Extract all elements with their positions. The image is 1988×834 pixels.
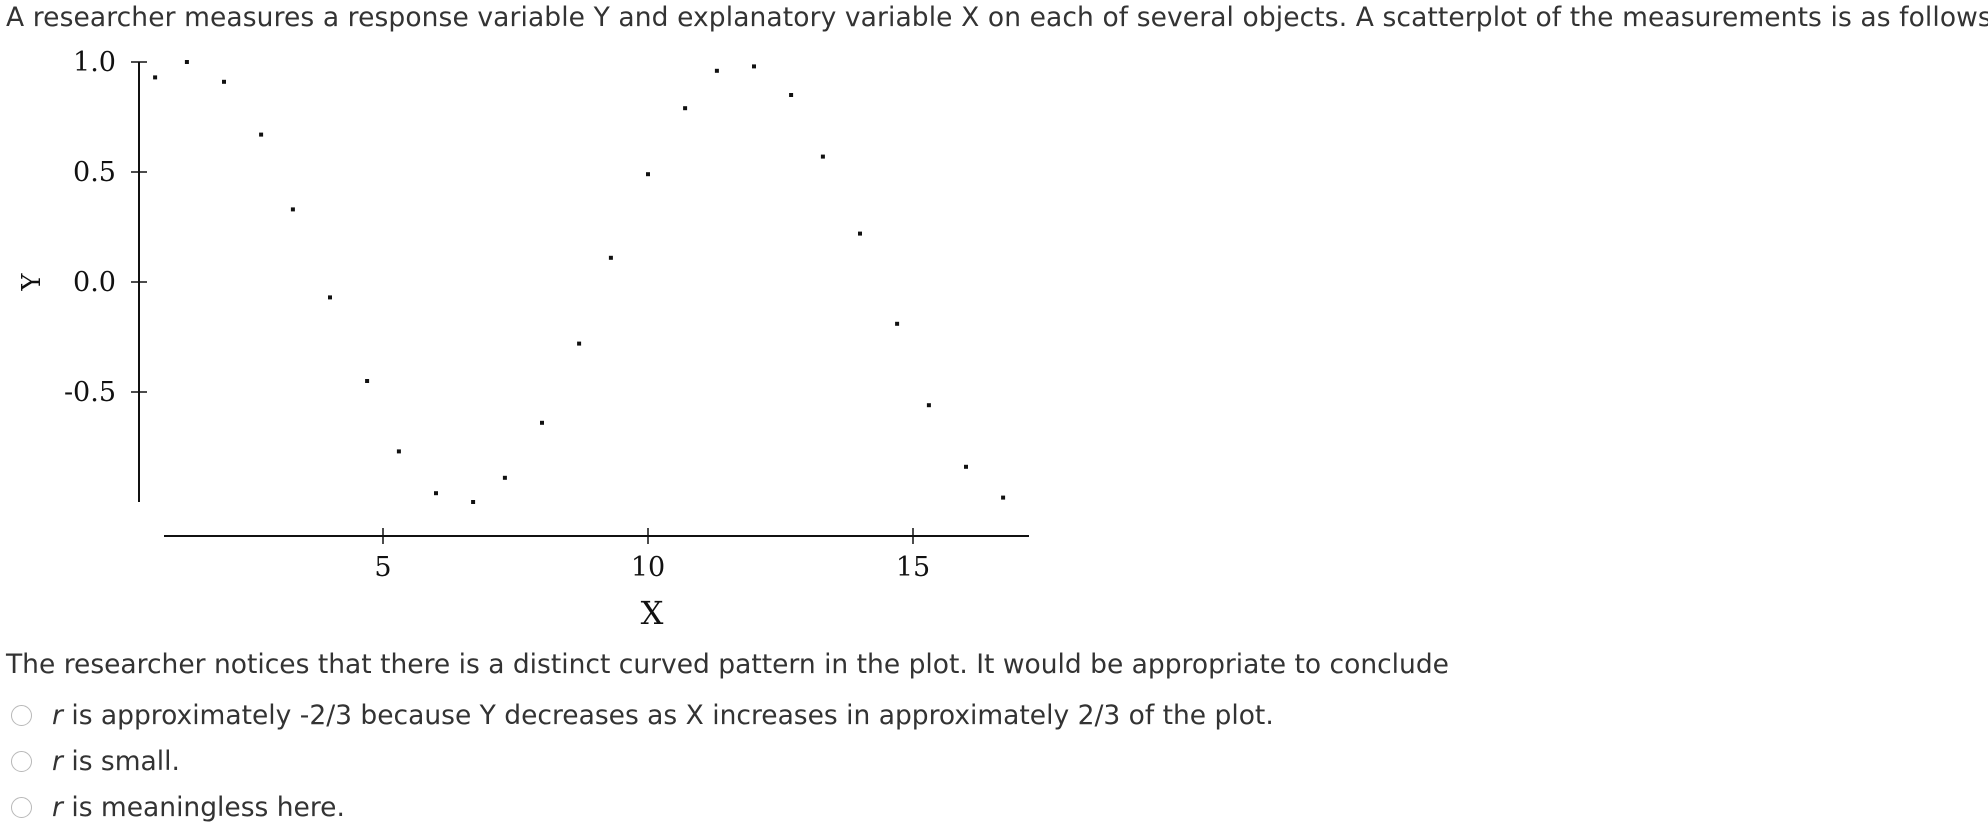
scatter-point bbox=[683, 106, 688, 111]
y-tick-label: 0.5 bbox=[73, 157, 116, 188]
scatter-point bbox=[789, 93, 794, 97]
radio-button-option-3[interactable] bbox=[11, 796, 32, 818]
radio-button-option-1[interactable] bbox=[11, 704, 32, 726]
answer-option-2[interactable]: r is small. bbox=[0, 741, 180, 781]
scatter-point bbox=[502, 475, 507, 480]
answer-option-1-text: r is approximately -2/3 because Y decrea… bbox=[52, 700, 1274, 731]
scatter-point bbox=[752, 64, 756, 69]
variable-r: r bbox=[52, 791, 63, 823]
scatter-point bbox=[964, 464, 968, 469]
x-tick-label: 5 bbox=[374, 552, 391, 583]
answer-option-3-label: is meaningless here. bbox=[62, 791, 345, 823]
scatter-point bbox=[365, 379, 370, 383]
answer-option-1[interactable]: r is approximately -2/3 because Y decrea… bbox=[0, 695, 1274, 735]
answer-option-3-text: r is meaningless here. bbox=[52, 792, 345, 823]
radio-button-option-2[interactable] bbox=[11, 750, 32, 772]
scatter-points bbox=[153, 60, 1006, 504]
variable-r: r bbox=[52, 699, 63, 731]
scatter-point bbox=[153, 75, 158, 80]
scatterplot: 1.0 0.5 0.0 -0.5 5 10 15 Y X bbox=[17, 47, 1029, 632]
scatter-point bbox=[608, 255, 613, 260]
y-tick-label: 0.0 bbox=[73, 267, 116, 298]
scatter-point bbox=[222, 79, 226, 84]
scatter-point bbox=[646, 172, 650, 177]
scatter-point bbox=[328, 295, 332, 300]
answer-option-2-text: r is small. bbox=[52, 746, 180, 777]
scatter-point bbox=[858, 231, 862, 236]
scatter-point bbox=[396, 449, 401, 454]
answer-option-1-label: is approximately -2/3 because Y decrease… bbox=[62, 699, 1274, 731]
scatter-point bbox=[540, 420, 544, 425]
scatter-point bbox=[290, 207, 295, 212]
scatter-point bbox=[926, 403, 931, 408]
question-prompt-text: The researcher notices that there is a d… bbox=[6, 649, 1449, 680]
answer-option-3[interactable]: r is meaningless here. bbox=[0, 787, 345, 827]
x-tick-label: 10 bbox=[631, 552, 665, 583]
scatter-point bbox=[1001, 495, 1006, 500]
scatter-point bbox=[471, 500, 476, 504]
y-axis: 1.0 0.5 0.0 -0.5 bbox=[64, 47, 147, 502]
y-tick-label: 1.0 bbox=[73, 47, 116, 78]
x-tick-label: 15 bbox=[896, 552, 930, 583]
question-intro-text: A researcher measures a response variabl… bbox=[6, 2, 1988, 33]
y-axis-label: Y bbox=[17, 273, 47, 292]
answer-option-2-label: is small. bbox=[62, 745, 180, 777]
variable-r: r bbox=[52, 745, 63, 777]
scatter-point bbox=[184, 60, 189, 64]
scatter-point bbox=[259, 132, 264, 137]
scatter-point bbox=[820, 154, 825, 159]
x-axis-label: X bbox=[641, 594, 664, 632]
scatter-point bbox=[895, 321, 900, 326]
scatter-point bbox=[577, 341, 582, 346]
scatter-point bbox=[714, 68, 719, 73]
x-axis: 5 10 15 bbox=[164, 528, 1029, 583]
y-tick-label: -0.5 bbox=[64, 377, 116, 408]
scatter-point bbox=[434, 491, 438, 496]
